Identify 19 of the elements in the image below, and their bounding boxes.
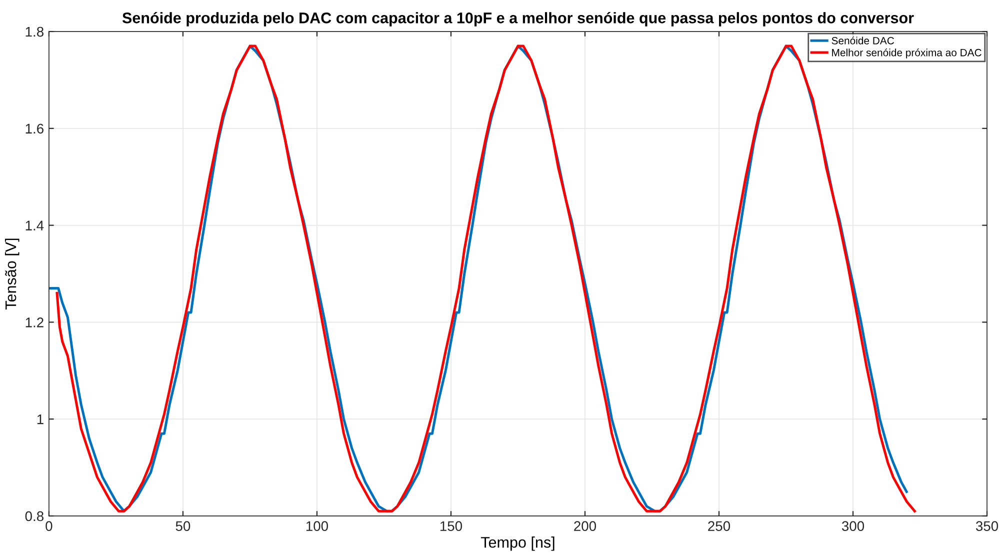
y-tick-label: 1.2 [26, 318, 44, 328]
x-tick-label: 300 [842, 521, 864, 532]
x-tick-label: 200 [574, 521, 596, 532]
y-tick-label: 1.4 [26, 220, 44, 230]
x-tick-label: 150 [440, 521, 462, 532]
x-tick-label: 50 [176, 521, 190, 532]
y-tick-label: 0.8 [25, 511, 44, 522]
y-tick-label: 1.8 [26, 26, 44, 37]
legend-label: Senóide DAC [832, 36, 894, 44]
x-axis-title: Tempo [ns] [480, 536, 554, 551]
legend-label: Melhor senóide próxima ao DAC [832, 48, 982, 58]
y-tick-label: 1.6 [26, 124, 44, 134]
y-tick-label: 1 [37, 414, 44, 424]
chart-title: Senóide produzida pelo DAC com capacitor a 10pF e a melhor senóide que passa pelos pontos do conversor [122, 12, 914, 26]
x-tick-label: 100 [306, 521, 328, 532]
y-axis-title: Tensão [V] [4, 238, 20, 310]
x-tick-label: 0 [46, 521, 52, 532]
x-tick-label: 250 [708, 521, 730, 532]
x-tick-label: 350 [976, 521, 998, 532]
